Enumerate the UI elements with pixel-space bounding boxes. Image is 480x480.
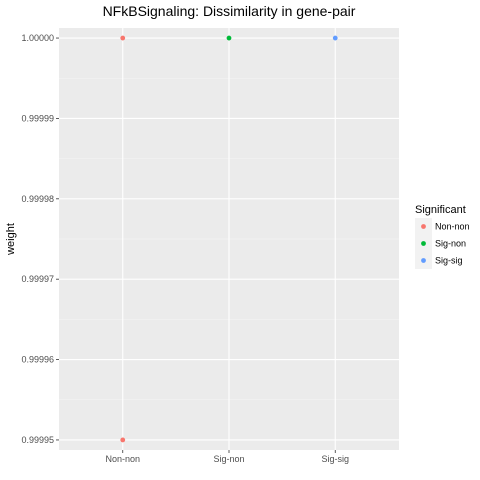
y-tick-label: 0.99995 [21, 435, 54, 445]
legend-swatch [421, 241, 426, 246]
legend-label: Non-non [435, 222, 470, 232]
legend-swatch [421, 224, 426, 229]
data-point [226, 35, 232, 41]
legend-swatch [421, 258, 426, 263]
x-tick-label: Non-non [105, 454, 140, 464]
y-tick-label: 0.99998 [21, 194, 54, 204]
legend: Significant Non-non Sig-non Sig-sig [415, 204, 470, 269]
chart-title: NFkBSignaling: Dissimilarity in gene-pai… [103, 3, 356, 19]
legend-label: Sig-sig [435, 256, 463, 266]
data-point [120, 35, 126, 41]
legend-title: Significant [415, 204, 466, 216]
y-tick-label: 0.99996 [21, 355, 54, 365]
x-tick-label: Sig-sig [321, 454, 349, 464]
x-tick-label: Sig-non [213, 454, 244, 464]
y-tick-label: 1.00000 [21, 33, 54, 43]
data-point [332, 35, 338, 41]
x-tick-labels: Non-non Sig-non Sig-sig [105, 450, 349, 464]
y-tick-labels: 0.99995 0.99996 0.99997 0.99998 0.99999 1.000… [21, 33, 59, 445]
data-points [120, 35, 338, 443]
y-tick-label: 0.99999 [21, 113, 54, 123]
y-tick-label: 0.99997 [21, 274, 54, 284]
legend-label: Sig-non [435, 239, 466, 249]
data-point [120, 437, 126, 443]
y-axis-title: weight [5, 223, 17, 256]
